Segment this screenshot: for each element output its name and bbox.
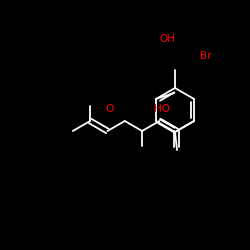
Text: O: O <box>106 104 114 114</box>
Text: OH: OH <box>160 34 176 44</box>
Text: Br: Br <box>200 51 211 61</box>
Text: HO: HO <box>154 104 170 114</box>
